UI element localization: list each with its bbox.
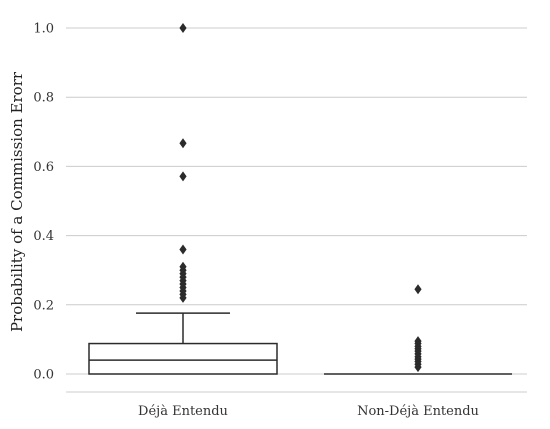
y-tick-label: 0.0	[33, 368, 54, 383]
outlier-point	[179, 244, 187, 255]
y-tick-label: 0.2	[33, 298, 54, 313]
outlier-point	[414, 362, 422, 373]
outlier-point	[179, 292, 187, 303]
outlier-point	[179, 171, 187, 182]
x-category-label: Non-Déjà Entendu	[357, 404, 479, 419]
box	[88, 342, 278, 375]
y-tick-label: 1.0	[33, 22, 54, 37]
outliers-layer	[179, 23, 422, 373]
grid-layer	[66, 27, 527, 393]
outlier-point	[179, 138, 187, 149]
y-tick-label: 0.6	[33, 160, 54, 175]
y-axis-label: Probability of a Commission Erorr	[8, 71, 26, 332]
boxes-layer	[88, 312, 512, 375]
x-category-labels: Déjà Entendu Non-Déjà Entendu	[138, 404, 479, 419]
x-category-label: Déjà Entendu	[138, 404, 228, 419]
outlier-point	[414, 284, 422, 295]
y-tick-labels: 0.0 0.2 0.4 0.6 0.8 1.0	[33, 22, 54, 383]
y-tick-label: 0.8	[33, 91, 54, 106]
outlier-point	[179, 23, 187, 33]
y-tick-label: 0.4	[33, 229, 54, 244]
